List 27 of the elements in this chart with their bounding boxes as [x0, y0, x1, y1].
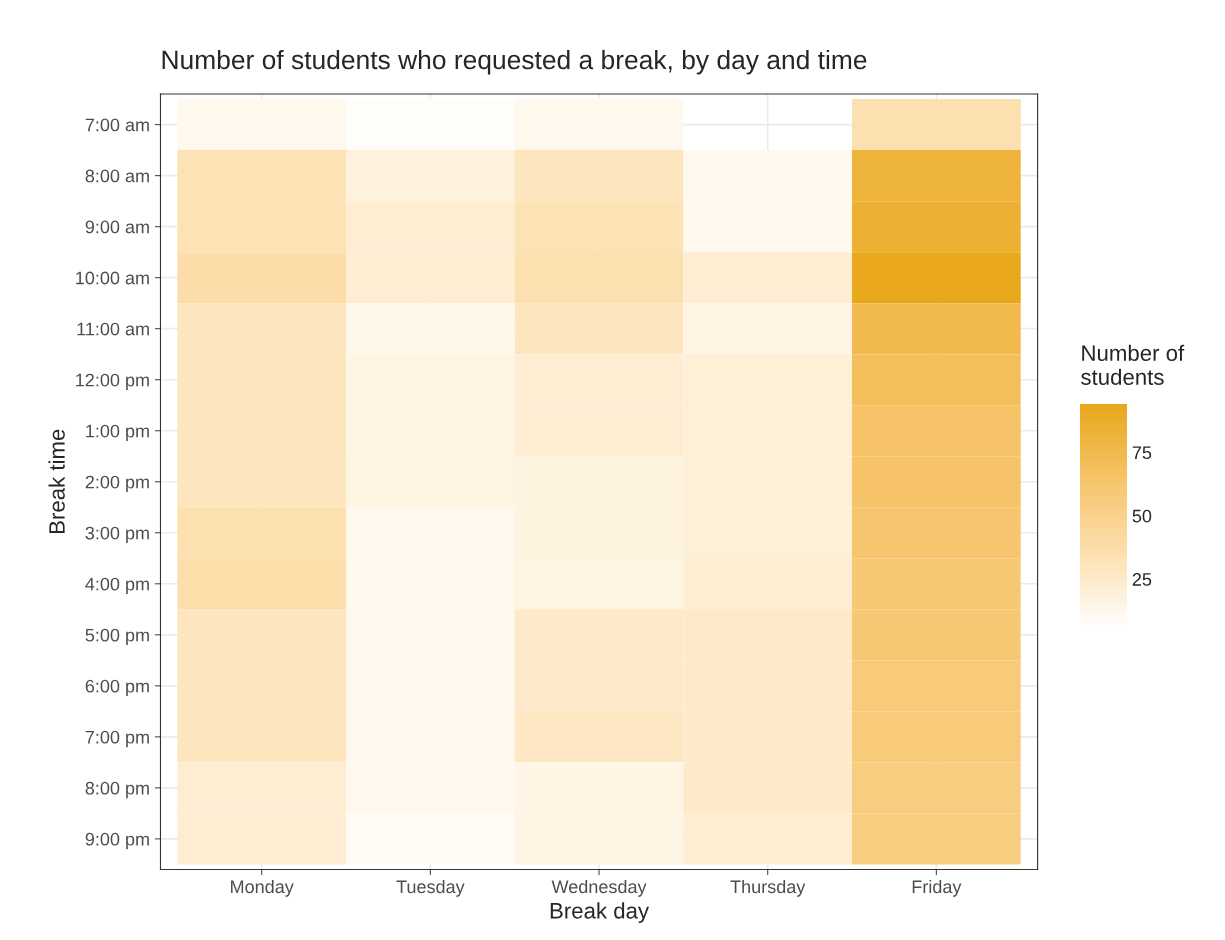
y-tick-label: 10:00 am [76, 271, 149, 285]
y-tick-label: 3:00 pm [85, 526, 149, 544]
color-bar-label: 50 [1132, 509, 1152, 523]
y-tick-label: 5:00 pm [85, 628, 149, 646]
y-tick-label: 8:00 pm [85, 781, 149, 799]
y-tick-label: 4:00 pm [85, 577, 149, 595]
y-tick-label: 2:00 pm [85, 475, 149, 493]
y-tick-label: 7:00 pm [85, 730, 149, 748]
x-axis-title: Break day [550, 902, 650, 924]
y-tick-label: 12:00 pm [76, 373, 149, 390]
y-tick-label: 9:00 am [85, 220, 149, 234]
x-tick-label: Monday [231, 879, 294, 897]
x-tick-label: Thursday [730, 879, 806, 897]
y-axis-title: Break time [48, 429, 65, 534]
y-tick-label: 9:00 pm [85, 832, 149, 850]
color-bar-label: 25 [1132, 573, 1152, 586]
y-tick-label: 8:00 am [85, 169, 149, 183]
y-tick-label: 7:00 am [85, 118, 149, 132]
x-tick-label: Tuesday [396, 879, 465, 897]
color-bar-label: 75 [1132, 446, 1152, 460]
x-tick-label: Friday [912, 879, 962, 897]
y-tick-label: 1:00 pm [86, 424, 149, 442]
x-tick-label: Wednesday [551, 879, 647, 897]
y-tick-label: 11:00 am [77, 322, 149, 336]
chart-title: Number of students who requested a break, by day and time [162, 49, 867, 75]
y-tick-label: 6:00 pm [85, 679, 149, 697]
color-bar-title: Number of students [1081, 344, 1185, 385]
